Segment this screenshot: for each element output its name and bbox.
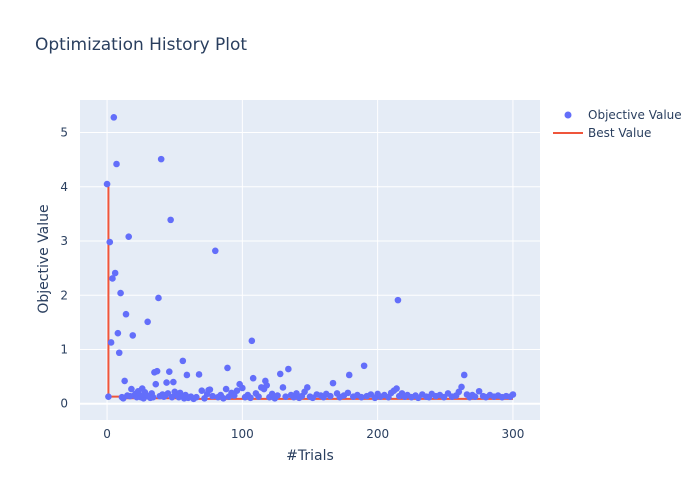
objective-value-point [329,379,337,387]
objective-value-point [163,379,170,386]
objective-value-point [344,389,352,397]
objective-value-point [117,289,124,297]
objective-value-point [107,339,115,346]
objective-value-point [471,393,479,400]
x-tick-label: 0 [103,427,111,441]
y-tick-label: 5 [60,126,68,140]
objective-value-point [394,296,402,304]
objective-value-point [110,114,118,121]
objective-value-point [153,367,161,375]
objective-value-point [195,371,203,378]
objective-value-point [282,393,289,400]
objective-value-point [455,388,463,396]
objective-value-point [249,374,257,382]
y-tick-label: 2 [60,288,68,302]
objective-value-point [393,385,400,392]
objective-value-point [149,393,157,401]
legend[interactable]: Objective Value Best Value [553,108,682,140]
objective-value-point [125,233,133,240]
objective-value-point [144,318,151,326]
objective-value-point [152,380,160,388]
objective-value-point [183,371,191,379]
objective-value-point [279,384,287,391]
objective-value-point [248,337,256,345]
chart-title: Optimization History Plot [35,35,247,55]
legend-label-best-value: Best Value [588,126,651,140]
objective-value-point [358,393,365,401]
legend-item-best-value[interactable]: Best Value [553,126,651,140]
legend-item-objective-value[interactable]: Objective Value [564,108,682,122]
objective-value-point [233,387,241,395]
y-tick-label: 4 [60,180,68,194]
y-tick-label: 1 [60,342,68,356]
objective-value-point [230,392,238,399]
objective-value-point [111,269,119,277]
objective-value-point [106,238,114,246]
objective-value-point [155,294,162,302]
objective-value-point [509,391,517,398]
objective-value-point [345,371,353,379]
objective-value-point [122,310,130,318]
objective-value-point [303,384,311,391]
objective-value-point [103,180,111,188]
y-tick-label: 0 [60,397,68,411]
objective-value-point [128,385,135,393]
legend-label-objective-value: Objective Value [588,108,682,122]
y-tick-labels: 0 1 2 3 4 5 [60,126,68,411]
objective-value-series [103,114,517,403]
objective-value-point [263,381,271,389]
objective-value-point [105,393,112,400]
objective-value-point [113,160,120,168]
objective-value-point [129,332,137,339]
objective-value-point [165,368,173,376]
x-tick-label: 300 [501,427,524,441]
objective-value-point [109,275,116,282]
objective-value-point [360,362,368,370]
objective-value-point [475,387,483,395]
x-tick-labels: 0 100 200 300 [103,427,524,441]
objective-value-point [206,386,214,393]
objective-value-point [458,383,465,391]
objective-value-point [239,384,246,392]
legend-marker-icon [564,111,572,119]
plot-area [80,100,540,420]
objective-value-point [115,349,123,357]
objective-value-point [274,392,281,399]
objective-value-point [460,371,468,379]
objective-value-point [326,392,334,400]
objective-value-point [193,393,200,401]
objective-value-point [222,385,230,393]
objective-value-point [255,393,262,400]
objective-value-point [167,216,174,224]
objective-value-point [220,395,227,402]
x-axis-title: #Trials [286,448,334,464]
objective-value-point [224,364,231,372]
y-axis-title: Objective Value [36,204,52,313]
objective-value-point [170,378,177,386]
objective-value-point [114,329,122,337]
objective-value-point [157,155,165,163]
objective-value-point [121,377,128,385]
x-tick-label: 200 [366,427,389,441]
objective-value-point [247,394,254,402]
objective-value-point [285,365,292,373]
y-tick-label: 3 [60,234,68,248]
objective-value-point [198,387,206,395]
objective-value-point [276,370,284,378]
objective-value-point [179,357,187,365]
objective-value-point [211,247,219,255]
objective-value-point [209,392,216,400]
x-tick-label: 100 [231,427,254,441]
